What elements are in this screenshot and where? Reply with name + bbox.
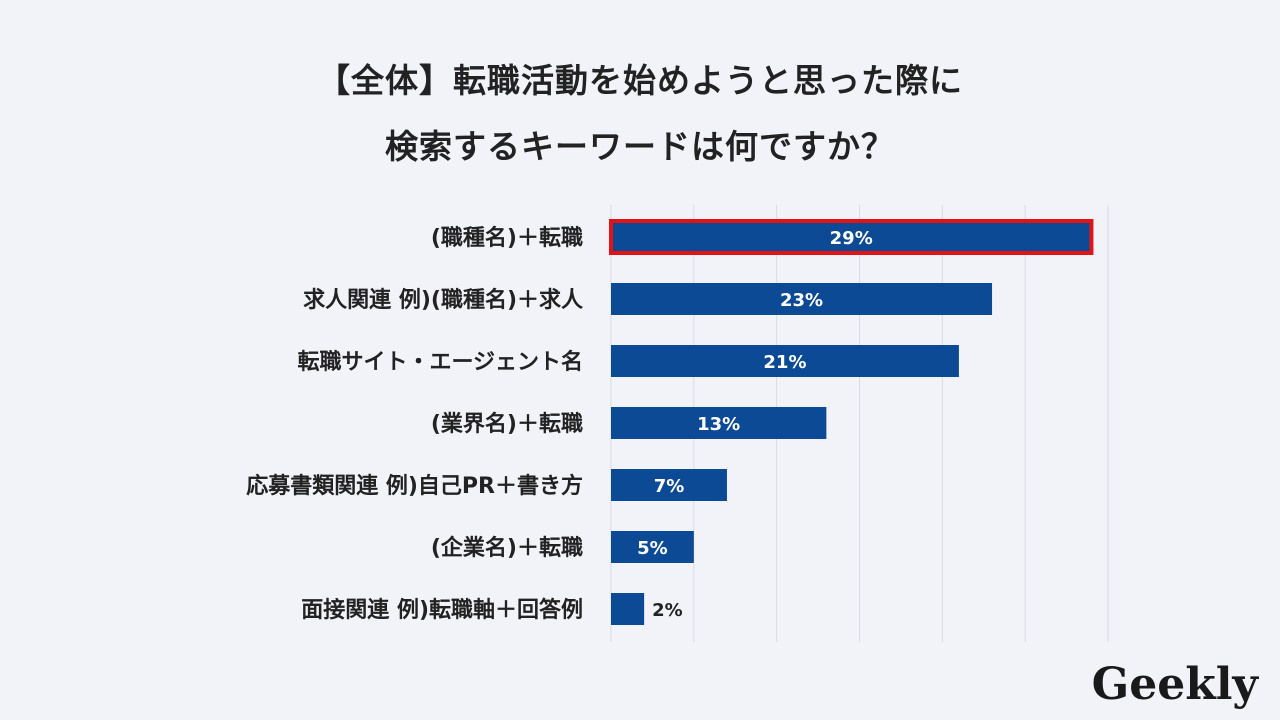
bar — [611, 407, 827, 439]
bar-highlighted — [609, 219, 1094, 255]
category-label: (職種名)＋転職 — [431, 225, 583, 251]
data-label: 7% — [654, 476, 685, 497]
bar — [611, 469, 727, 501]
data-label: 21% — [763, 352, 806, 373]
bar — [611, 531, 694, 563]
data-label: 13% — [697, 414, 740, 435]
category-label: 求人関連 例)(職種名)＋求人 — [303, 287, 583, 313]
category-label: 転職サイト・エージェント名 — [297, 349, 583, 375]
chart-title-line1: 【全体】転職活動を始めようと思った際に — [317, 61, 963, 100]
bar — [611, 593, 645, 625]
data-label: 5% — [637, 538, 668, 559]
category-label: (業界名)＋転職 — [431, 411, 583, 437]
chart-title-line2: 検索するキーワードは何ですか？ — [385, 127, 895, 166]
data-label: 2% — [652, 600, 683, 621]
bar — [611, 283, 993, 315]
category-label: 応募書類関連 例)自己PR＋書き方 — [246, 473, 583, 499]
bar — [611, 345, 959, 377]
data-label: 23% — [780, 290, 823, 311]
geekly-logo: Geekly — [1091, 659, 1258, 710]
category-label: (企業名)＋転職 — [431, 535, 583, 561]
category-label: 面接関連 例)転職軸＋回答例 — [301, 597, 583, 623]
data-label: 29% — [830, 228, 873, 249]
